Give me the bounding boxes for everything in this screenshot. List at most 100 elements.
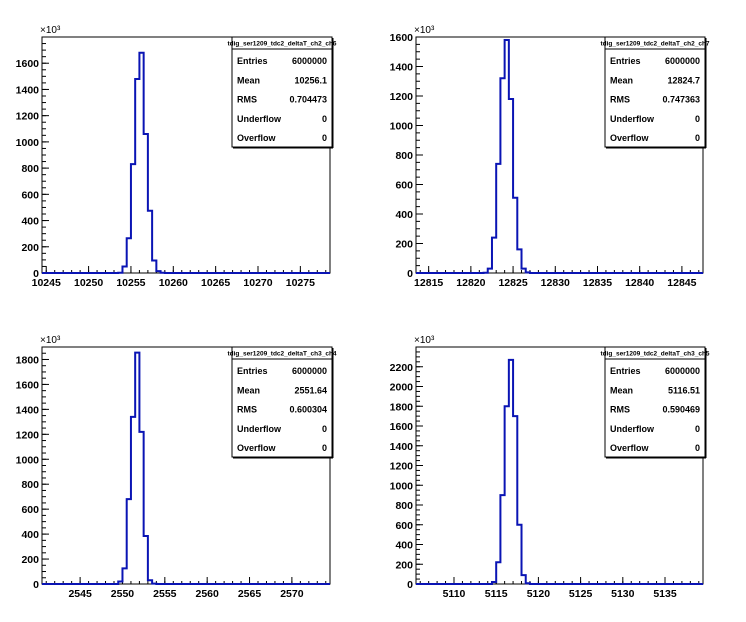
y-tick-label: 600 [395,180,413,192]
histogram-series [42,51,330,274]
y-tick-label: 1000 [390,480,414,492]
y-multiplier-label: ×10³ [414,335,435,346]
y-tick-label: 600 [21,504,39,516]
stats-box-frame [231,36,333,148]
y-tick-label: 1200 [390,91,414,103]
y-tick-label: 1600 [390,421,414,433]
x-tick-label: 10250 [74,277,103,289]
stats-rms-label: RMS [237,95,257,105]
stats-overflow-label: Overflow [610,443,650,453]
y-multiplier-label: ×10³ [40,335,61,346]
stats-entries-label: Entries [610,366,641,376]
x-tick-label: 2570 [280,588,304,600]
x-tick-label: 12820 [456,277,485,289]
y-tick-label: 600 [395,520,413,532]
stats-mean-value: 10256.1 [294,75,327,85]
y-tick-label: 800 [21,163,39,175]
y-tick-label: 400 [395,540,413,552]
stats-entries-label: Entries [237,56,268,66]
y-tick-label: 1200 [390,461,414,473]
stats-underflow-label: Underflow [610,424,655,434]
y-tick-label: 1600 [16,58,40,70]
stats-box-frame [231,346,333,458]
stats-box: tdig_ser1209_tdc2_deltaT_ch2_ch7 Entries 6… [600,36,710,149]
y-tick-label: 400 [395,209,413,221]
x-tick-label: 12845 [667,277,696,289]
x-tick-label: 12815 [414,277,443,289]
stats-entries-label: Entries [237,366,268,376]
x-tick-label: 10260 [159,277,188,289]
histogram-panel-3: 0 200 400 600 800 1000 1200 1400 1600 1800 2545 255… [16,335,337,600]
y-tick-label: 1800 [390,401,414,413]
y-tick-label: 1000 [16,454,40,466]
x-tick-label: 5115 [485,588,508,600]
stats-rms-label: RMS [237,405,257,415]
y-tick-label: 1600 [16,379,40,391]
stats-box: tdig_ser1209_tdc2_deltaT_ch3_ch5 Entries 6… [600,346,710,459]
x-tick-label: 12835 [583,277,612,289]
x-tick-label: 12825 [498,277,527,289]
stats-overflow-value: 0 [695,443,700,453]
stats-overflow-label: Overflow [610,133,650,143]
y-tick-label: 1400 [16,404,40,416]
x-tick-label: 10265 [201,277,230,289]
x-tick-label: 2550 [111,588,135,600]
y-tick-label: 400 [21,216,39,228]
stats-mean-value: 12824.7 [667,75,700,85]
y-multiplier-label: ×10³ [40,25,61,36]
y-tick-label: 1000 [390,121,414,133]
histogram-series [416,358,703,585]
stats-mean-label: Mean [237,385,260,395]
y-tick-label: 1200 [16,429,40,441]
x-tick-label: 10255 [116,277,145,289]
stats-entries-value: 6000000 [292,56,327,66]
stats-underflow-label: Underflow [610,114,655,124]
stats-mean-value: 5116.51 [668,385,700,395]
y-tick-label: 600 [21,189,39,201]
y-tick-label: 2000 [390,382,414,394]
stats-overflow-value: 0 [322,133,327,143]
y-tick-label: 800 [395,500,413,512]
y-tick-label: 1200 [16,111,40,123]
histogram-panel-2: 0 200 400 600 800 1000 1200 1400 1600 12815 12820 1… [390,25,710,289]
x-tick-label: 2555 [153,588,177,600]
stats-box: tdig_ser1209_tdc2_deltaT_ch3_ch4 Entries 6… [227,346,337,459]
histogram-title: tdig_ser1209_tdc2_deltaT_ch2_ch6 [227,41,336,48]
histogram-panel-4: 0 200 400 600 800 1000 1200 1400 1600 1800 2000 220… [390,335,710,600]
x-tick-label: 5125 [569,588,593,600]
stats-overflow-label: Overflow [237,443,277,453]
x-tick-label: 10245 [32,277,61,289]
x-tick-label: 10270 [243,277,272,289]
stats-underflow-value: 0 [695,114,700,124]
stats-underflow-value: 0 [695,424,700,434]
stats-box: tdig_ser1209_tdc2_deltaT_ch2_ch6 Entries 6… [227,36,337,149]
x-tick-label: 2565 [238,588,262,600]
stats-box-frame [604,346,706,458]
stats-rms-value: 0.747363 [662,95,700,105]
stats-mean-label: Mean [237,75,260,85]
y-tick-label: 1800 [16,354,40,366]
stats-mean-label: Mean [610,385,633,395]
histogram-panel-1: 0 200 400 600 800 1000 1200 1400 1600 10245 10250 1… [16,25,337,289]
x-tick-label: 5110 [443,588,466,600]
histogram-series [42,351,330,585]
stats-entries-value: 6000000 [665,366,700,376]
x-tick-label: 12830 [541,277,570,289]
stats-entries-label: Entries [610,56,641,66]
y-tick-label: 1600 [390,32,414,44]
x-tick-label: 10275 [286,277,315,289]
y-tick-label: 200 [21,242,39,254]
y-tick-label: 0 [407,579,413,591]
y-tick-label: 200 [395,559,413,571]
y-tick-label: 200 [21,554,39,566]
y-tick-label: 1000 [16,137,40,149]
stats-entries-value: 6000000 [665,56,700,66]
x-tick-label: 5130 [611,588,635,600]
x-tick-label: 2560 [195,588,219,600]
histogram-title: tdig_ser1209_tdc2_deltaT_ch2_ch7 [600,41,709,48]
y-tick-label: 1400 [390,62,414,74]
stats-underflow-label: Underflow [237,114,282,124]
y-tick-label: 400 [21,529,39,541]
stats-overflow-label: Overflow [237,133,277,143]
stats-overflow-value: 0 [695,133,700,143]
